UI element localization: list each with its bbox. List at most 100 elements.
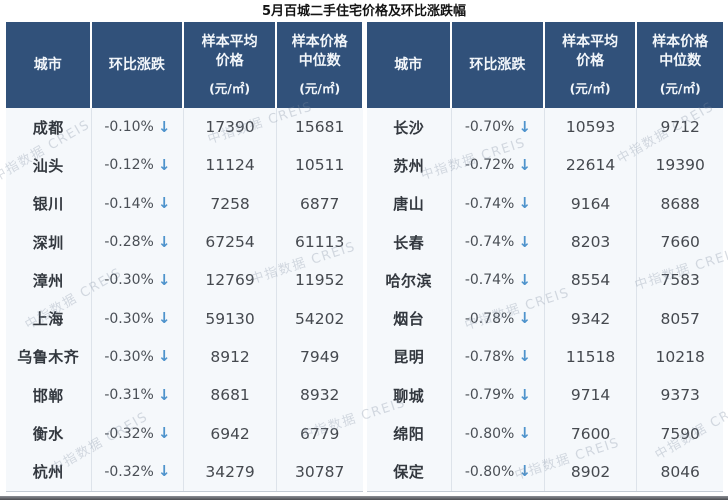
mom-change-value: -0.10% <box>104 119 154 136</box>
table-body-left: 成都 -0.10% ↓ 17390 15681 汕头 -0.12% ↓ 1112… <box>6 108 363 491</box>
avg-price-cell: 8902 <box>545 452 638 491</box>
avg-price-value: 8203 <box>570 233 611 252</box>
median-price-value: 8046 <box>660 462 700 481</box>
down-arrow-icon: ↓ <box>518 462 531 481</box>
down-arrow-icon: ↓ <box>518 385 531 404</box>
mom-change-value: -0.14% <box>104 195 154 212</box>
city-name: 乌鲁木齐 <box>17 348 80 367</box>
city-name: 邯郸 <box>32 386 64 405</box>
median-price-cell: 8046 <box>637 453 723 491</box>
median-price-value: 61113 <box>295 233 345 252</box>
down-arrow-icon: ↓ <box>157 347 171 366</box>
mom-change-cell: -0.72% ↓ <box>452 146 545 185</box>
avg-price-cell: 8203 <box>545 222 638 262</box>
median-price-cell: 8057 <box>637 299 723 337</box>
mom-change-cell: -0.80% ↓ <box>452 452 545 491</box>
table-row: 衡水 -0.32% ↓ 6942 6779 <box>6 414 363 453</box>
avg-price-value: 11124 <box>205 156 255 175</box>
down-arrow-icon: ↓ <box>157 385 171 404</box>
city-cell: 杭州 <box>6 452 92 491</box>
avg-price-cell: 11518 <box>545 337 638 377</box>
city-name: 烟台 <box>393 310 425 329</box>
median-price-value: 6779 <box>299 424 340 443</box>
avg-price-cell: 67254 <box>184 222 277 262</box>
mom-change-cell: -0.70% ↓ <box>452 108 545 147</box>
down-arrow-icon: ↓ <box>518 309 531 328</box>
city-cell: 成都 <box>6 108 92 147</box>
median-price-value: 8057 <box>660 309 700 328</box>
avg-price-value: 34279 <box>205 462 255 481</box>
mom-change-cell: -0.30% ↓ <box>92 337 185 377</box>
city-name: 上海 <box>32 310 64 329</box>
city-cell: 哈尔滨 <box>367 261 453 300</box>
mom-change-value: -0.80% <box>464 463 515 480</box>
header-median-label: 样本价格 中位数 <box>291 34 348 69</box>
header-avg-unit: (元/㎡) <box>209 80 251 96</box>
avg-price-value: 9714 <box>570 386 611 405</box>
mom-change-value: -0.70% <box>464 119 515 136</box>
avg-price-cell: 34279 <box>184 452 277 491</box>
median-price-value: 10511 <box>295 156 345 175</box>
avg-price-cell: 11124 <box>184 146 277 185</box>
table-row: 保定 -0.80% ↓ 8902 8046 <box>367 452 724 491</box>
header-median-price: 样本价格 中位数 (元/㎡) <box>637 22 723 108</box>
down-arrow-icon: ↓ <box>518 347 531 366</box>
header-median-unit: (元/㎡) <box>299 80 341 96</box>
table-row: 唐山 -0.74% ↓ 9164 8688 <box>367 184 724 223</box>
down-arrow-icon: ↓ <box>518 155 531 174</box>
city-name: 深圳 <box>32 233 64 252</box>
median-price-cell: 6877 <box>277 185 363 223</box>
down-arrow-icon: ↓ <box>157 117 171 136</box>
mom-change-cell: -0.74% ↓ <box>452 222 545 262</box>
header-city: 城市 <box>366 22 453 108</box>
down-arrow-icon: ↓ <box>157 462 171 481</box>
avg-price-cell: 8554 <box>545 261 638 300</box>
down-arrow-icon: ↓ <box>157 232 171 251</box>
avg-price-value: 8902 <box>570 462 611 481</box>
mom-change-cell: -0.80% ↓ <box>452 414 545 453</box>
avg-price-cell: 8912 <box>184 337 277 377</box>
header-city-label: 城市 <box>33 56 62 73</box>
table-row: 烟台 -0.78% ↓ 9342 8057 <box>367 299 724 338</box>
avg-price-value: 11518 <box>565 347 616 366</box>
city-name: 长春 <box>393 233 425 252</box>
city-cell: 唐山 <box>367 184 453 223</box>
city-name: 杭州 <box>32 463 64 482</box>
mom-change-value: -0.32% <box>104 425 154 442</box>
avg-price-value: 17390 <box>205 118 255 137</box>
avg-price-value: 6942 <box>210 424 250 443</box>
median-price-cell: 7583 <box>637 261 723 299</box>
header-avg-label: 样本平均 价格 <box>201 34 258 69</box>
city-name: 绵阳 <box>393 425 425 444</box>
table-row: 苏州 -0.72% ↓ 22614 19390 <box>367 146 724 185</box>
mom-change-value: -0.28% <box>104 234 154 251</box>
median-price-cell: 10218 <box>637 338 723 376</box>
down-arrow-icon: ↓ <box>518 194 531 213</box>
median-price-value: 10218 <box>655 347 705 366</box>
median-price-cell: 30787 <box>277 453 363 491</box>
median-price-cell: 61113 <box>277 223 363 261</box>
avg-price-value: 22614 <box>565 156 616 175</box>
header-mom-label: 环比涨跌 <box>108 56 165 73</box>
median-price-value: 8688 <box>660 194 700 213</box>
avg-price-cell: 10593 <box>545 108 638 147</box>
city-cell: 苏州 <box>367 146 453 185</box>
table-row: 绵阳 -0.80% ↓ 7600 7590 <box>367 414 724 453</box>
city-name: 唐山 <box>393 195 425 214</box>
avg-price-value: 7258 <box>210 194 250 213</box>
mom-change-cell: -0.31% ↓ <box>92 376 185 415</box>
mom-change-cell: -0.32% ↓ <box>92 414 185 453</box>
city-cell: 上海 <box>6 299 92 338</box>
table-row: 邯郸 -0.31% ↓ 8681 8932 <box>6 376 363 415</box>
mom-change-cell: -0.78% ↓ <box>452 337 545 377</box>
avg-price-cell: 9342 <box>545 299 638 338</box>
header-median-price: 样本价格 中位数 (元/㎡) <box>276 22 363 108</box>
median-price-value: 7583 <box>660 271 700 290</box>
median-price-value: 15681 <box>295 118 345 137</box>
mom-change-value: -0.30% <box>104 272 154 289</box>
header-mom-change: 环比涨跌 <box>452 22 545 108</box>
median-price-value: 7590 <box>660 424 700 443</box>
price-table-right: 城市 环比涨跌 样本平均 价格 (元/㎡) 样本价格 中位数 (元/㎡) 长沙 … <box>366 22 724 492</box>
median-price-value: 30787 <box>295 462 345 481</box>
median-price-cell: 11952 <box>277 261 363 299</box>
